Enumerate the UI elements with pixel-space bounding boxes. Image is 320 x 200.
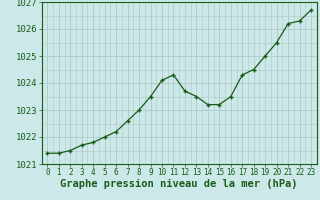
- X-axis label: Graphe pression niveau de la mer (hPa): Graphe pression niveau de la mer (hPa): [60, 179, 298, 189]
